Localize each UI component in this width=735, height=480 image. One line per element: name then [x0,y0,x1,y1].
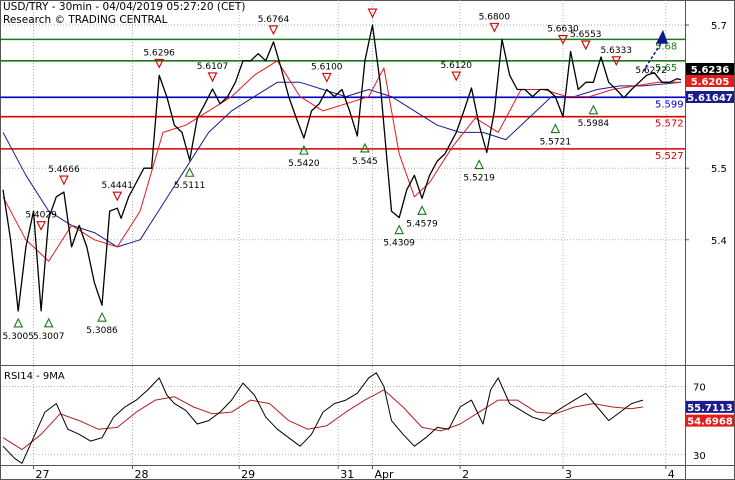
low-marker [43,317,54,328]
rsi-last-text: 55.7113 [687,403,733,414]
low-label: 5.545 [352,157,378,167]
level-label: 5.65 [655,63,677,74]
ma-fast-line [2,60,681,262]
level-label: 5.599 [655,99,684,110]
time-axis-label: Apr [374,468,394,480]
high-marker [112,191,123,202]
last-price-tag [686,91,734,103]
rsi-tick-label: 30 [693,451,706,462]
high-label: 5.6120 [441,61,473,71]
low-marker [184,167,195,177]
low-marker [588,104,599,115]
low-marker [299,144,309,155]
price-annotation-label: 5.6272 [635,66,667,76]
last-price-tag [686,63,734,75]
last-price-tag [686,75,734,87]
rsi-tick-label: 70 [693,382,706,393]
ma-slow-line [2,81,682,248]
forecast-arrow-shaft [642,41,663,72]
high-marker [154,58,165,69]
level-label: 5.527 [655,151,684,162]
high-marker [36,221,46,231]
high-label: 5.6333 [601,46,633,56]
high-label: 5.6630 [547,25,579,35]
high-label: 5.6100 [311,62,343,72]
price-tick-label: 5.5 [711,164,727,175]
time-axis-label: 29 [241,468,255,480]
high-marker [489,22,500,33]
low-marker [417,205,427,215]
level-label: 5.572 [655,119,684,130]
high-marker [321,72,332,83]
low-marker [359,142,370,153]
low-label: 5.4579 [406,219,438,229]
high-marker [207,72,218,83]
time-axis-label: 2 [462,468,469,480]
time-axis-label: 27 [35,468,49,480]
time-axis-label: 28 [135,468,149,480]
chart-title: USD/TRY - 30min - 04/04/2019 05:27:20 (C… [3,1,246,13]
high-marker [367,8,378,19]
low-marker [394,224,405,235]
high-label: 5.6296 [143,48,175,58]
low-label: 5.3005 [2,332,34,342]
low-label: 5.5111 [174,181,206,191]
rsi-last-text: 54.6968 [687,417,733,428]
high-label: 5.6553 [570,30,602,40]
high-marker [268,25,279,36]
low-label: 5.3007 [33,332,65,342]
low-marker [13,317,24,328]
time-axis-label: 3 [565,468,572,480]
high-label: 5.6800 [479,12,511,22]
high-marker [580,40,591,51]
level-label: 5.68 [655,41,677,52]
high-marker [59,175,69,186]
high-label: 5.4666 [48,165,80,175]
low-label: 5.5984 [578,119,610,129]
high-label: 5.6764 [258,15,290,25]
rsi-last-tag [686,414,734,427]
rsi-title: RSI14 - 9MA [4,371,65,382]
low-marker [474,159,485,170]
high-label: 5.4029 [25,211,57,221]
rsi-line [2,372,644,464]
forecast-arrow-head [655,29,668,44]
last-price-text: 5.6236 [691,65,730,76]
time-axis-label: 4 [668,468,675,480]
last-price-text: 5.61647 [687,93,733,104]
time-axis-label: 31 [340,468,354,480]
high-label: 5.6107 [197,62,229,72]
last-price-text: 5.6205 [691,77,730,88]
low-marker [550,123,561,134]
rsi-ma-line [2,389,643,451]
low-label: 5.5721 [540,138,572,148]
chart-source: Research © TRADING CENTRAL [3,14,168,26]
low-label: 5.3086 [86,326,118,336]
high-marker [611,56,622,67]
low-label: 5.4309 [383,239,415,249]
price-tick-label: 5.7 [711,21,727,32]
rsi-last-tag [686,400,734,413]
high-label: 5.4441 [102,181,134,191]
high-marker [558,34,568,45]
low-label: 5.5420 [288,159,320,169]
high-marker [451,71,462,82]
price-tick-label: 5.4 [711,236,727,247]
low-label: 5.5219 [463,174,495,184]
low-marker [97,311,107,322]
price-line [2,24,682,312]
